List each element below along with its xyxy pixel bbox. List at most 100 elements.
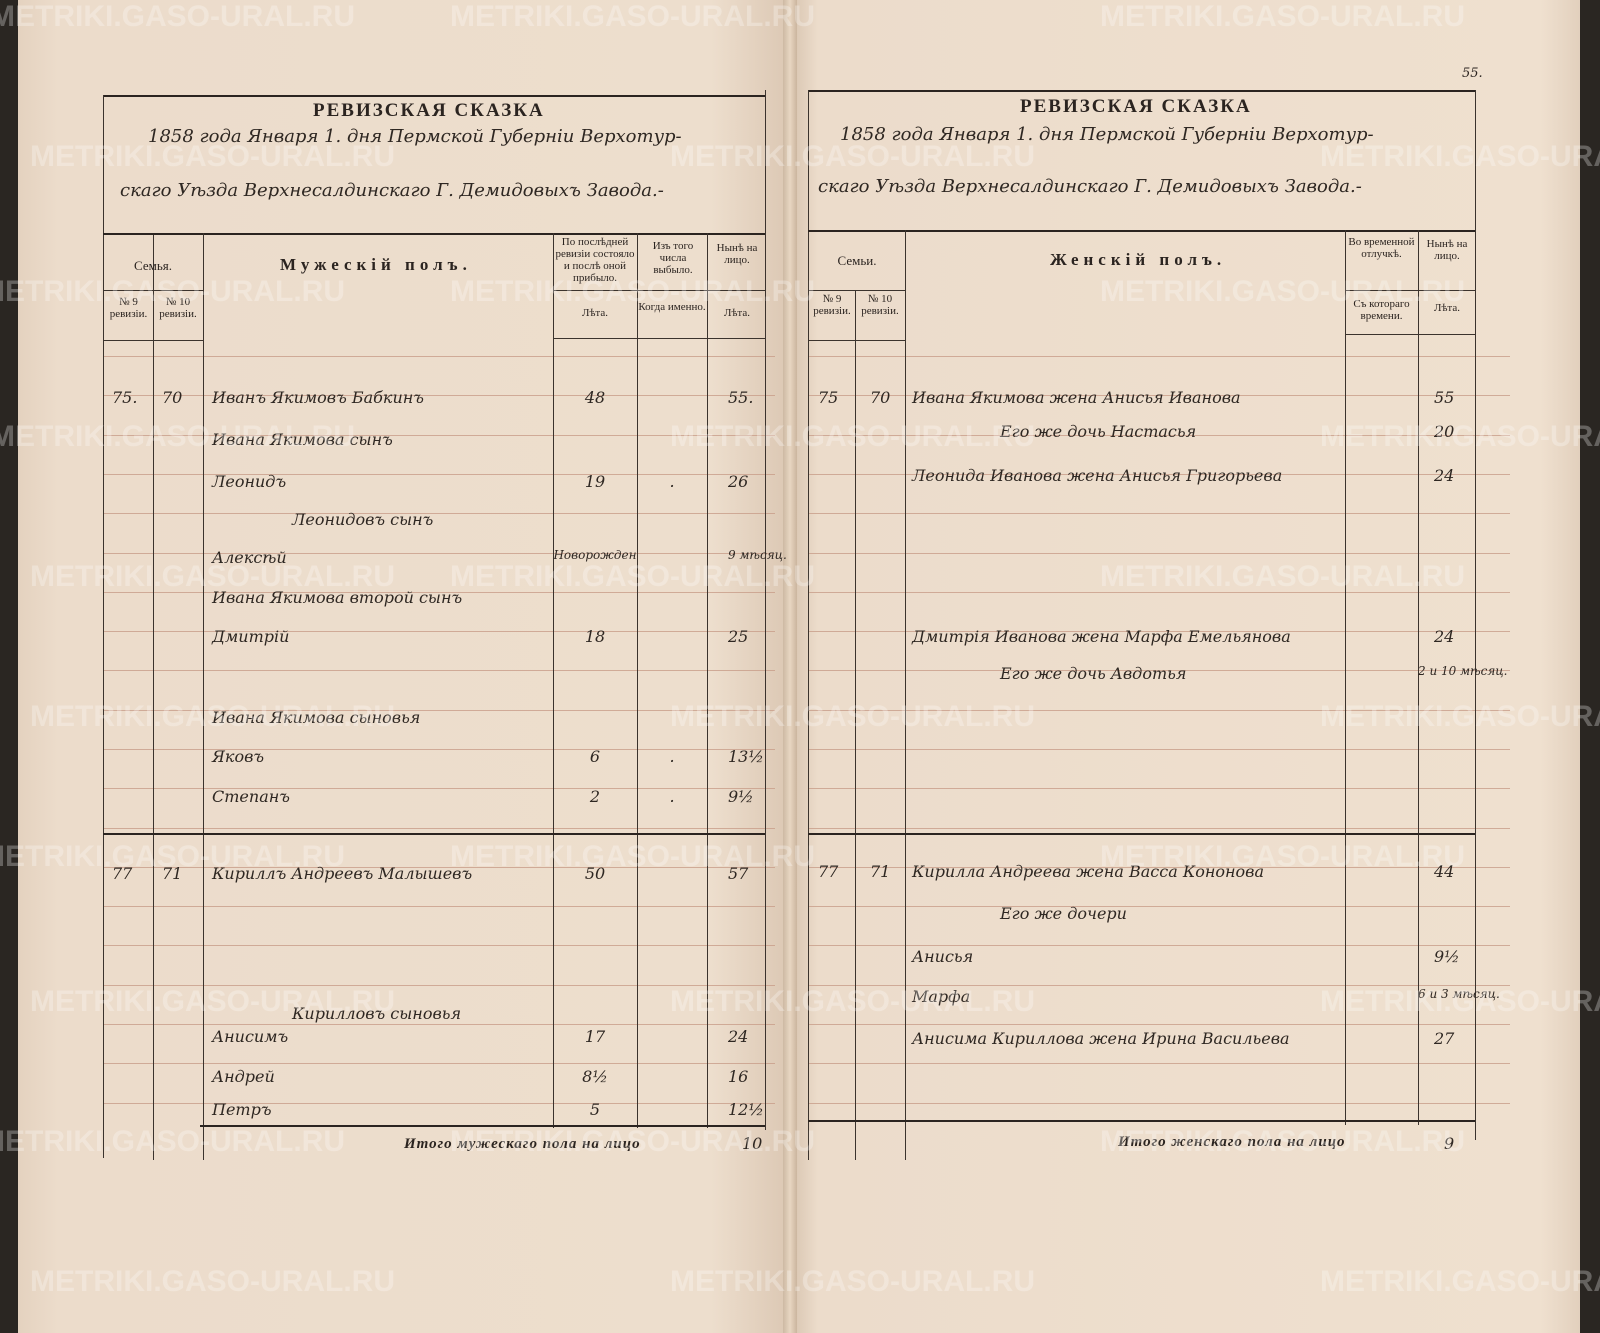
ruled-line [808,474,1510,475]
ruled-line [103,631,775,632]
ruled-line [808,395,1510,396]
age-last-revision: Новорожден [553,548,637,562]
col-family: Семья. [134,258,172,273]
rev10-number: 70 [870,388,891,407]
age-now: 12½ [728,1100,764,1119]
ruled-line [103,906,775,907]
left-when: . [669,472,675,491]
table-line [553,233,554,1128]
person-name: Кирилловъ сыновья [292,1004,462,1023]
person-name: Леонида Иванова жена Анисья Григорьева [912,466,1283,485]
ruled-line [103,867,775,868]
ruled-line [808,513,1510,514]
col-rev9: № 9 ревизiи. [813,293,851,317]
age-now: 25 [728,627,749,646]
col-sex-female: Женскiй полъ. [1050,250,1227,269]
age-now: 55. [728,388,754,407]
age-last-revision: 5 [589,1100,601,1119]
person-name: Анисима Кириллова жена Ирина Васильева [912,1029,1290,1048]
col-rev9: № 9 ревизiи. [109,296,148,320]
right-page [788,0,1580,1333]
col-rev10: № 10 ревизiи. [861,293,899,317]
ruled-line [808,1024,1510,1025]
age-last-revision: 6 [589,747,601,766]
rev9-number: 75. [112,388,138,407]
age-now: 24 [1434,466,1455,485]
col-absent: Во временной отлучкѣ. [1348,236,1415,260]
age-now: 26 [728,472,749,491]
age-last-revision: 17 [584,1027,606,1046]
right-title: РЕВИЗСКАЯ СКАЗКА [1020,96,1252,117]
person-name: Кириллъ Андреевъ Малышевъ [212,864,473,883]
ruled-line [808,710,1510,711]
person-name: Его же дочь Авдотья [1000,664,1187,683]
ruled-line [808,788,1510,789]
ruled-line [808,906,1510,907]
ruled-line [103,395,775,396]
person-name: Его же дочери [1000,904,1127,923]
ruled-line [808,356,1510,357]
table-line [707,233,708,1128]
age-now: 24 [728,1027,749,1046]
table-line [1345,230,1346,1125]
ruled-line [103,435,775,436]
person-name: Яковъ [212,747,265,766]
age-now: 9½ [728,787,754,806]
ruled-line [808,985,1510,986]
ruled-line [808,828,1510,829]
female-total-value: 9 [1444,1134,1455,1153]
ruled-line [808,1063,1510,1064]
ruled-line [103,749,775,750]
table-line [1345,334,1475,335]
rev10-number: 71 [870,862,891,881]
ruled-line [103,670,775,671]
age-last-revision: 2 [589,787,601,806]
age-now: 57 [728,864,749,883]
table-line [200,1125,765,1127]
left-heading-line1: 1858 года Января 1. дня Пермской Губернi… [148,126,682,147]
ruled-line [103,945,775,946]
col-now-sub: Лѣта. [723,307,750,319]
person-name: Ивана Якимова второй сынъ [212,588,463,607]
age-last-revision: 48 [584,388,606,407]
age-now: 24 [1434,627,1455,646]
col-sex-male: Мужескiй полъ. [280,255,472,274]
rev9-number: 77 [112,864,133,883]
age-now: 2 и 10 мѣсяц. [1418,664,1508,678]
person-name: Леонидъ [212,472,287,491]
person-name: Ивана Якимова сынъ [212,430,393,449]
age-now: 6 и 3 мѣсяц. [1418,987,1500,1001]
person-name: Андрей [212,1067,275,1086]
ruled-line [103,788,775,789]
col-rev10: № 10 ревизiи. [159,296,197,320]
person-name: Анисья [912,947,974,966]
ruled-line [103,474,775,475]
col-family: Семьи. [837,253,877,268]
person-name: Степанъ [212,787,290,806]
table-line [103,233,765,235]
age-now: 16 [728,1067,749,1086]
table-line [808,290,905,291]
table-line [808,1120,1475,1122]
table-line [905,230,906,1160]
col-left: Изъ того числа выбыло. [652,240,694,276]
male-total-label: Итого мужескаго пола на лицо [404,1136,641,1152]
table-line [1418,230,1419,1125]
ruled-line [808,1103,1510,1104]
age-last-revision: 50 [584,864,606,883]
age-now: 20 [1434,422,1455,441]
ruled-line [103,985,775,986]
table-line [103,833,765,835]
age-now: 27 [1434,1029,1455,1048]
person-name: Его же дочь Настасья [1000,422,1197,441]
table-line [553,290,765,291]
left-when: . [669,747,675,766]
ruled-line [103,513,775,514]
ruled-line [103,592,775,593]
table-line [1345,290,1475,291]
col-last-rev: По послѣдней ревизiи состояло и послѣ он… [555,236,635,284]
person-name: Ивана Якимова жена Анисья Иванова [912,388,1241,407]
col-absent-sub: Съ котораго времени. [1353,298,1410,322]
person-name: Петръ [212,1100,272,1119]
right-heading-line1: 1858 года Января 1. дня Пермской Губернi… [840,124,1374,145]
